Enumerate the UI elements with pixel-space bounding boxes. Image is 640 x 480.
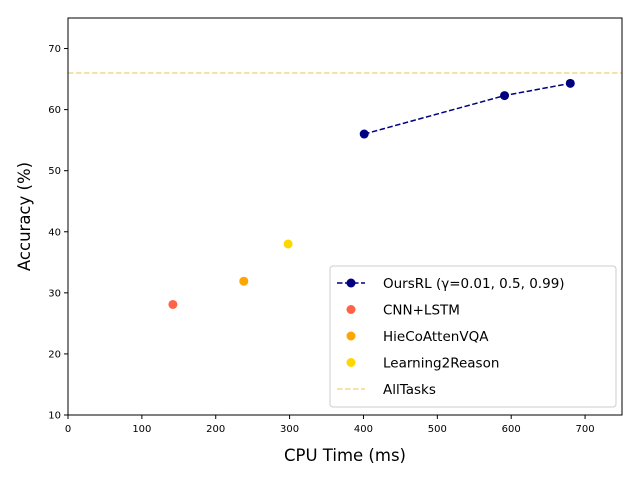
x-tick-label: 0 [65,424,71,435]
x-tick-label: 500 [428,424,447,435]
legend-handle-marker [346,305,356,314]
data-point-oursrl [565,78,575,88]
legend-handle-marker [346,331,356,341]
data-point-oursrl [359,129,369,139]
legend-handle-marker [346,278,356,288]
axes: 0 100 200 300 400 500 600 700 10 20 30 40 50 60 70 [48,17,623,435]
legend-label: CNN+LSTM [383,303,460,319]
legend-handle-marker [346,358,356,367]
x-tick-label: 700 [576,424,595,435]
y-tick-label: 60 [48,105,61,116]
x-axis-title: CPU Time (ms) [284,446,406,465]
data-point-oursrl [500,91,510,101]
series-line-oursrl [364,82,571,135]
axes-frame [67,17,623,416]
y-tick-label: 20 [48,349,61,360]
legend: OursRL (γ=0.01, 0.5, 0.99) CNN+LSTM HieCoA… [329,265,617,408]
legend-label: HieCoAttenVQA [383,329,489,345]
legend-label: AllTasks [383,382,436,398]
data-point-hiecoattenvqa [239,276,249,286]
x-tick-label: 200 [206,424,225,435]
plot-area [68,72,622,309]
y-tick-label: 30 [48,288,61,299]
data-point-learning2reason [283,239,293,249]
data-point-cnn-lstm [168,299,178,309]
legend-box [329,265,617,408]
y-tick-label: 50 [48,166,61,177]
x-tick-label: 100 [132,424,151,435]
y-tick-label: 40 [48,227,61,238]
legend-label: Learning2Reason [383,356,499,372]
y-axis-title: Accuracy (%) [15,162,34,271]
legend-label: OursRL (γ=0.01, 0.5, 0.99) [383,276,565,292]
x-tick-label: 400 [354,424,373,435]
x-tick-label: 600 [502,424,521,435]
y-tick-label: 70 [48,44,61,55]
y-tick-label: 10 [48,411,61,422]
x-tick-label: 300 [280,424,299,435]
